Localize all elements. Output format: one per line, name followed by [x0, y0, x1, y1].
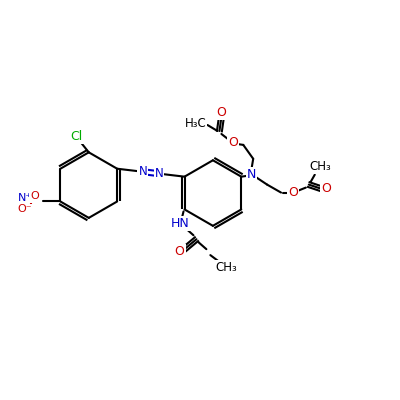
- Text: O: O: [228, 136, 238, 149]
- Text: O: O: [175, 245, 184, 258]
- Text: HN: HN: [171, 217, 190, 230]
- Text: O⁻: O⁻: [17, 204, 32, 214]
- Text: N⁺: N⁺: [18, 192, 32, 202]
- Text: O: O: [288, 186, 298, 199]
- Text: N: N: [138, 165, 147, 178]
- Text: H₃C: H₃C: [185, 116, 206, 130]
- Text: Cl: Cl: [71, 130, 83, 143]
- Text: O: O: [30, 190, 39, 200]
- Text: N: N: [154, 167, 163, 180]
- Text: O: O: [216, 106, 226, 119]
- Text: O: O: [321, 182, 331, 195]
- Text: N: N: [246, 168, 256, 181]
- Text: CH₃: CH₃: [310, 160, 332, 173]
- Text: CH₃: CH₃: [215, 260, 237, 274]
